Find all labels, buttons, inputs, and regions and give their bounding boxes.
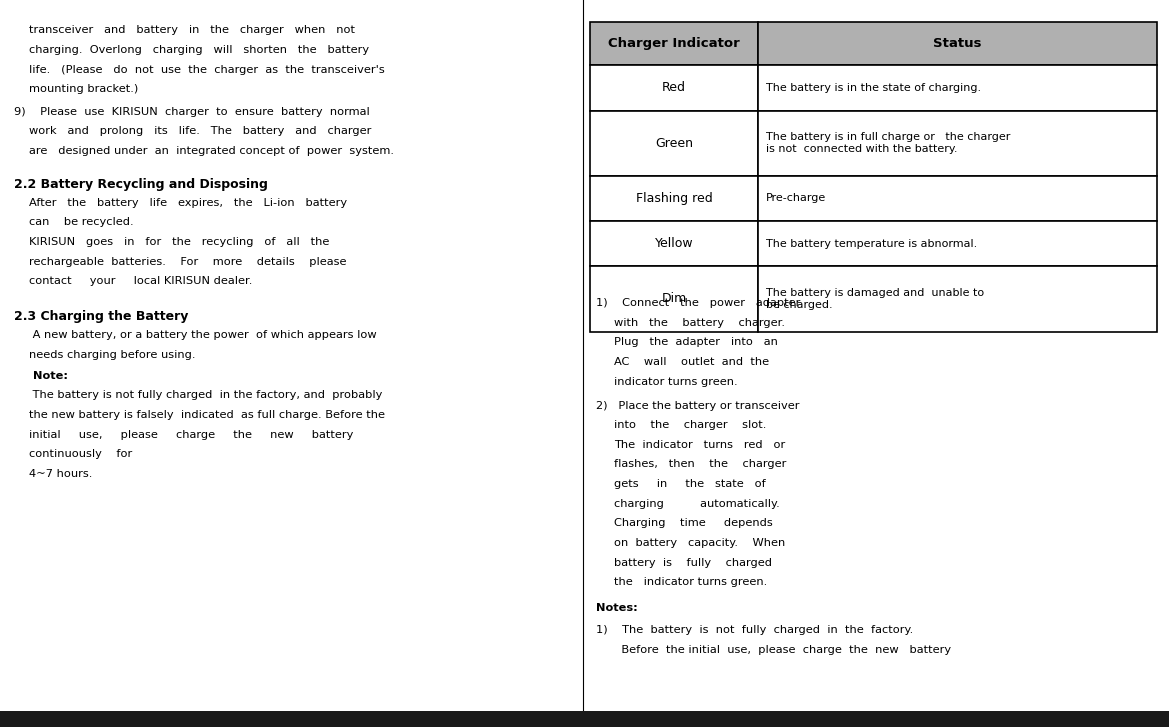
Text: into    the    charger    slot.: into the charger slot.: [614, 420, 766, 430]
Text: The battery is in the state of charging.: The battery is in the state of charging.: [766, 83, 981, 93]
Text: Yellow: Yellow: [655, 237, 693, 250]
Text: Red: Red: [662, 81, 686, 95]
Bar: [0, 711, 1169, 727]
Text: with   the    battery    charger.: with the battery charger.: [614, 318, 784, 328]
Text: AC    wall    outlet  and  the: AC wall outlet and the: [614, 357, 769, 367]
Text: The  indicator   turns   red   or: The indicator turns red or: [614, 440, 784, 450]
Text: are   designed under  an  integrated concept of  power  system.: are designed under an integrated concept…: [29, 146, 394, 156]
Bar: [590, 221, 758, 266]
Text: 1)    The  battery  is  not  fully  charged  in  the  factory.: 1) The battery is not fully charged in t…: [596, 625, 913, 635]
Text: The battery is in full charge or   the charger
is not  connected with the batter: The battery is in full charge or the cha…: [766, 132, 1010, 154]
Text: 4~7 hours.: 4~7 hours.: [29, 469, 92, 479]
Bar: [758, 176, 1157, 221]
Text: A new battery, or a battery the power  of which appears low: A new battery, or a battery the power of…: [29, 330, 376, 340]
Text: mounting bracket.): mounting bracket.): [29, 84, 138, 95]
Text: Dim: Dim: [662, 292, 686, 305]
Text: transceiver   and   battery   in   the   charger   when   not: transceiver and battery in the charger w…: [29, 25, 355, 36]
Text: 2)   Place the battery or transceiver: 2) Place the battery or transceiver: [596, 401, 800, 411]
Text: Notes:: Notes:: [596, 603, 638, 613]
Text: can    be recycled.: can be recycled.: [29, 217, 133, 228]
Text: indicator turns green.: indicator turns green.: [614, 377, 738, 387]
Text: life.   (Please   do  not  use  the  charger  as  the  transceiver's: life. (Please do not use the charger as …: [29, 65, 385, 75]
Text: Charger Indicator: Charger Indicator: [608, 37, 740, 50]
Text: 2.2 Battery Recycling and Disposing: 2.2 Battery Recycling and Disposing: [14, 178, 268, 191]
Text: Flashing red: Flashing red: [636, 192, 712, 205]
Text: Plug   the  adapter   into   an: Plug the adapter into an: [614, 337, 777, 348]
Text: The battery is not fully charged  in the factory, and  probably: The battery is not fully charged in the …: [29, 390, 382, 401]
Text: After   the   battery   life   expires,   the   Li-ion   battery: After the battery life expires, the Li-i…: [29, 198, 347, 208]
Text: battery  is    fully    charged: battery is fully charged: [614, 558, 772, 568]
Text: Before  the initial  use,  please  charge  the  new   battery: Before the initial use, please charge th…: [596, 645, 952, 655]
Text: the new battery is falsely  indicated  as full charge. Before the: the new battery is falsely indicated as …: [29, 410, 386, 420]
Bar: [590, 176, 758, 221]
Text: Pre-charge: Pre-charge: [766, 193, 826, 204]
Text: The battery temperature is abnormal.: The battery temperature is abnormal.: [766, 238, 977, 249]
Text: gets     in     the   state   of: gets in the state of: [614, 479, 766, 489]
Text: charging          automatically.: charging automatically.: [614, 499, 780, 509]
Text: Green: Green: [655, 137, 693, 150]
Text: 2.3 Charging the Battery: 2.3 Charging the Battery: [14, 310, 188, 324]
Text: The battery is damaged and  unable to
be charged.: The battery is damaged and unable to be …: [766, 288, 984, 310]
Text: 9)    Please  use  KIRISUN  charger  to  ensure  battery  normal: 9) Please use KIRISUN charger to ensure …: [14, 107, 369, 117]
Text: Note:: Note:: [29, 371, 68, 381]
Text: Charging    time     depends: Charging time depends: [614, 518, 773, 529]
Bar: [590, 22, 758, 65]
Text: rechargeable  batteries.    For    more    details    please: rechargeable batteries. For more details…: [29, 257, 347, 267]
Text: needs charging before using.: needs charging before using.: [29, 350, 195, 360]
Bar: [758, 22, 1157, 65]
Bar: [758, 111, 1157, 176]
Text: flashes,   then    the    charger: flashes, then the charger: [614, 459, 786, 470]
Bar: [758, 266, 1157, 332]
Bar: [758, 65, 1157, 111]
Text: charging.  Overlong   charging   will   shorten   the   battery: charging. Overlong charging will shorten…: [29, 45, 369, 55]
Text: 1)    Connect   the   power   adapter: 1) Connect the power adapter: [596, 298, 801, 308]
Text: contact     your     local KIRISUN dealer.: contact your local KIRISUN dealer.: [29, 276, 253, 286]
Text: on  battery   capacity.    When: on battery capacity. When: [614, 538, 784, 548]
Bar: [758, 221, 1157, 266]
Text: Status: Status: [933, 37, 982, 50]
Text: work   and   prolong   its   life.   The   battery   and   charger: work and prolong its life. The battery a…: [29, 126, 372, 137]
Text: the   indicator turns green.: the indicator turns green.: [614, 577, 767, 587]
Text: initial     use,     please     charge     the     new     battery: initial use, please charge the new batte…: [29, 430, 353, 440]
Text: KIRISUN   goes   in   for   the   recycling   of   all   the: KIRISUN goes in for the recycling of all…: [29, 237, 330, 247]
Bar: [590, 111, 758, 176]
Text: continuously    for: continuously for: [29, 449, 132, 459]
Bar: [590, 65, 758, 111]
Bar: [590, 266, 758, 332]
